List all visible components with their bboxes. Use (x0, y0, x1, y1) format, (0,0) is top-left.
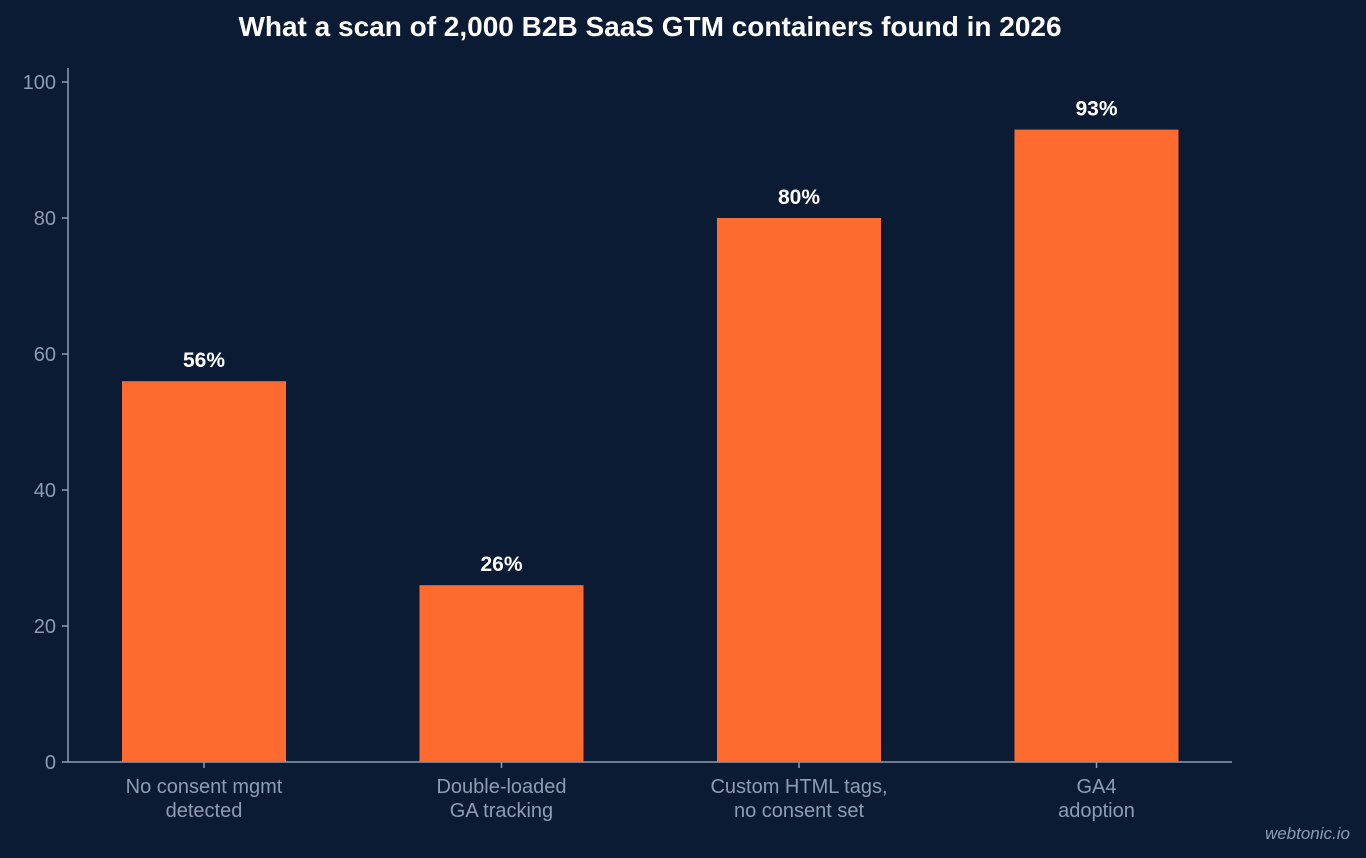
x-tick-label: detected (166, 800, 243, 822)
x-tick-label: adoption (1058, 800, 1135, 822)
y-tick-label: 20 (34, 616, 56, 638)
y-tick-label: 100 (23, 72, 56, 94)
y-tick-label: 0 (45, 752, 56, 774)
x-tick-label: Custom HTML tags, (710, 776, 887, 798)
chart-title: What a scan of 2,000 B2B SaaS GTM contai… (238, 11, 1061, 42)
y-tick-label: 40 (34, 480, 56, 502)
bar (122, 381, 286, 762)
bar-value-label: 56% (183, 349, 225, 372)
bar (717, 218, 881, 762)
bar-value-label: 26% (480, 553, 522, 576)
data-labels: 56% 26% 80% 93% (183, 98, 1118, 577)
y-axis: 0 20 40 60 80 100 (23, 68, 69, 774)
bars (122, 129, 1179, 763)
bar (1014, 129, 1179, 763)
watermark-text: webtonic.io (1265, 824, 1350, 843)
bar-value-label: 80% (778, 186, 820, 209)
bar (419, 585, 584, 762)
bar-value-label: 93% (1075, 98, 1117, 121)
x-tick-label: no consent set (734, 800, 865, 822)
x-tick-label: GA tracking (450, 800, 553, 822)
y-tick-label: 60 (34, 344, 56, 366)
x-tick-label: Double-loaded (436, 776, 566, 798)
x-tick-label: No consent mgmt (126, 776, 283, 798)
y-tick-label: 80 (34, 208, 56, 230)
x-tick-label: GA4 (1076, 776, 1116, 798)
